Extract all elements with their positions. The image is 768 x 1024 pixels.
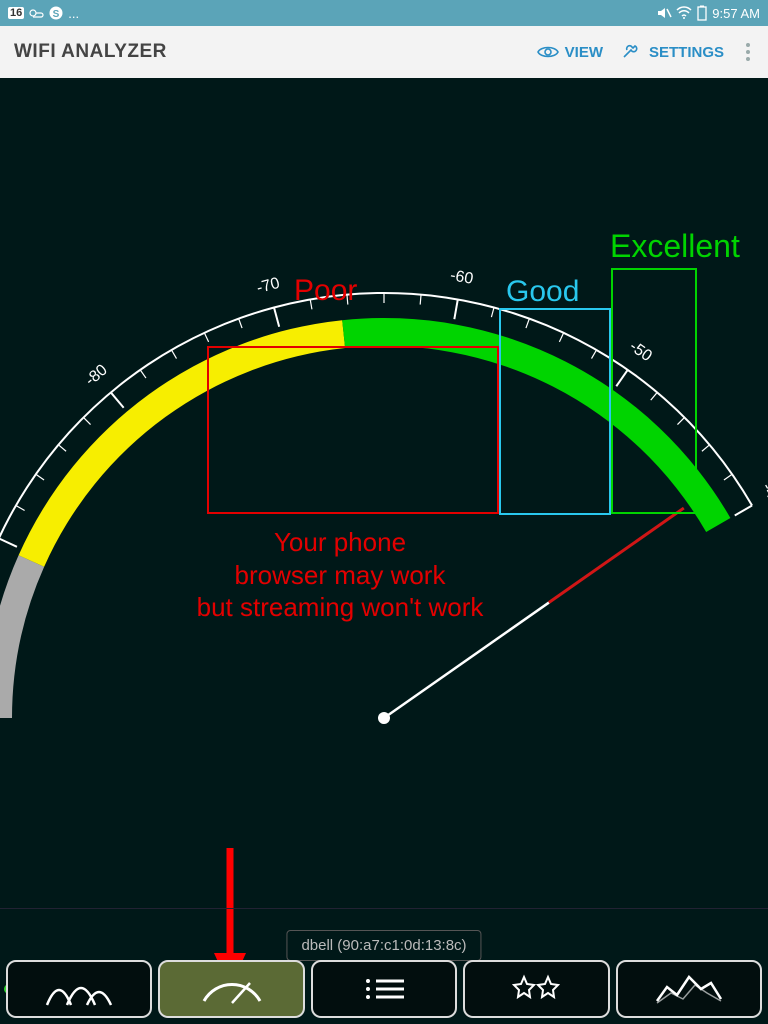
status-left: 16 S ... (8, 5, 79, 21)
poor-label: Poor (290, 274, 361, 308)
svg-text:S: S (53, 9, 60, 20)
notif-badge: 16 (8, 7, 24, 19)
caption-line-3: but streaming won't work (197, 592, 484, 622)
list-icon (344, 969, 424, 1009)
good-zone-box (499, 308, 611, 515)
weather-icon (28, 5, 44, 21)
stars-icon (496, 969, 576, 1009)
wrench-icon (621, 44, 643, 60)
nav-list[interactable] (311, 960, 457, 1018)
skype-icon: S (48, 5, 64, 21)
divider (0, 908, 768, 909)
nav-channel-graph[interactable] (6, 960, 152, 1018)
poor-zone-box (207, 346, 499, 514)
settings-button[interactable]: SETTINGS (621, 44, 724, 61)
good-label: Good (502, 275, 583, 309)
view-label: VIEW (565, 44, 603, 61)
excellent-zone-box (611, 268, 697, 514)
excellent-label: Excellent (606, 228, 744, 265)
svg-text:-70: -70 (255, 275, 282, 297)
settings-label: SETTINGS (649, 44, 724, 61)
android-status-bar: 16 S ... 9:57 AM (0, 0, 768, 26)
clock: 9:57 AM (712, 6, 760, 21)
overflow-menu-button[interactable] (742, 43, 754, 61)
meter-icon (192, 969, 272, 1009)
app-bar: WIFI ANALYZER VIEW SETTINGS (0, 26, 768, 78)
battery-icon (696, 5, 708, 21)
nav-rating[interactable] (463, 960, 609, 1018)
nav-time-graph[interactable] (616, 960, 762, 1018)
svg-text:-80: -80 (82, 361, 111, 389)
gauge-area: -100-90-80-70-60-50-40dBm Poor Good Exce… (0, 78, 768, 1024)
poor-caption: Your phone browser may work but streamin… (130, 526, 550, 624)
view-button[interactable]: VIEW (537, 44, 603, 61)
time-graph-icon (649, 969, 729, 1009)
mute-icon (656, 5, 672, 21)
status-ellipsis: ... (68, 6, 79, 21)
channel-graph-icon (39, 969, 119, 1009)
svg-text:-60: -60 (449, 267, 475, 288)
bottom-nav (0, 954, 768, 1024)
nav-signal-meter[interactable] (158, 960, 304, 1018)
eye-icon (537, 44, 559, 60)
caption-line-2: browser may work (235, 560, 446, 590)
status-right: 9:57 AM (656, 5, 760, 21)
wifi-icon (676, 5, 692, 21)
caption-line-1: Your phone (274, 527, 406, 557)
app-title: WIFI ANALYZER (14, 41, 537, 63)
svg-text:-40: -40 (758, 480, 768, 509)
